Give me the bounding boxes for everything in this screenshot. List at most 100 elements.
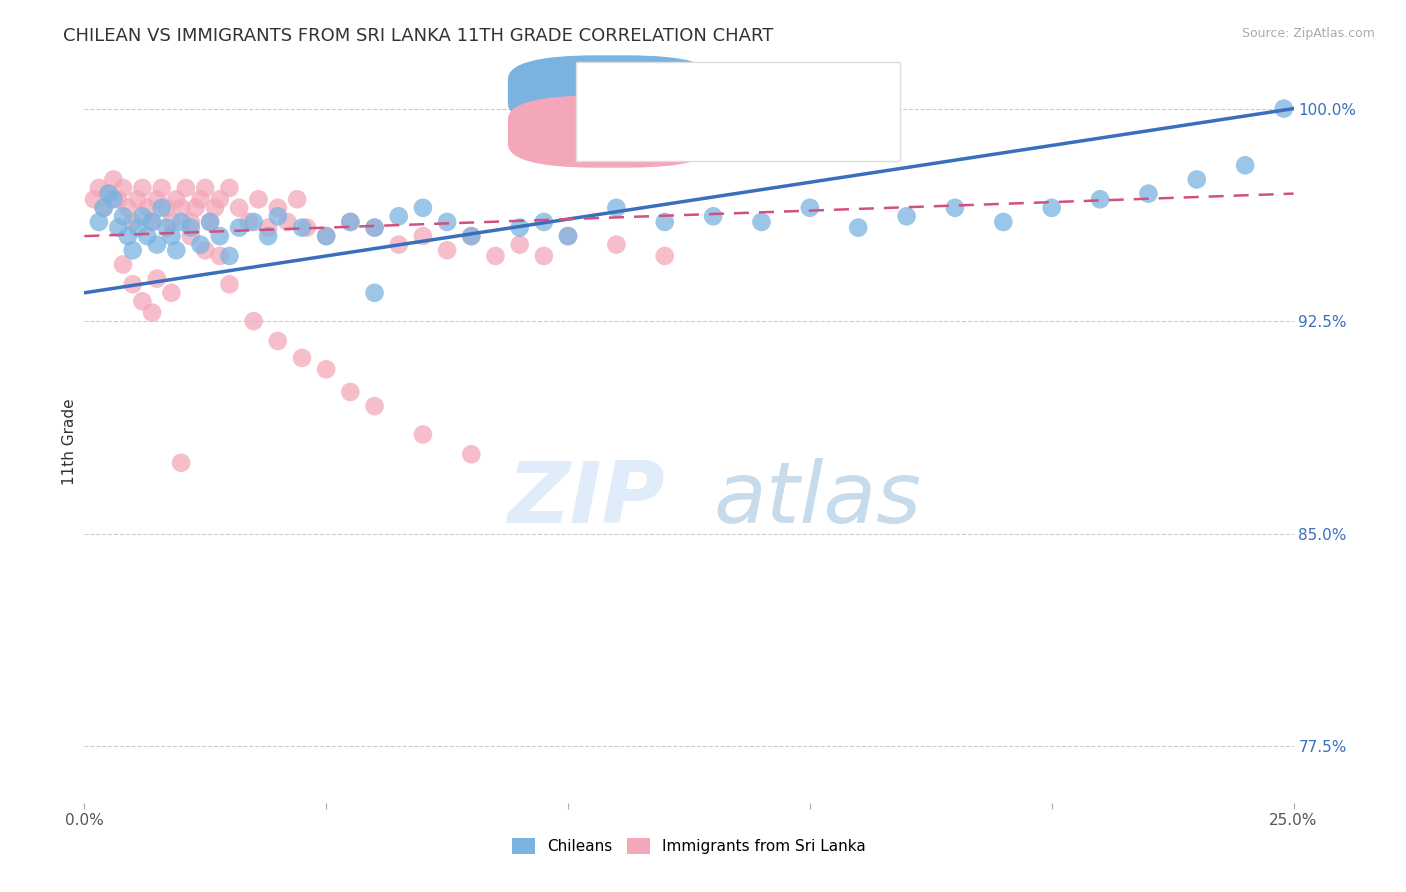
Point xyxy=(267,334,290,348)
Point xyxy=(190,237,212,252)
Point xyxy=(228,220,250,235)
Point xyxy=(165,244,187,258)
Point xyxy=(993,215,1015,229)
Point xyxy=(208,249,231,263)
Point xyxy=(484,249,506,263)
Point xyxy=(127,192,149,206)
Point xyxy=(218,277,240,292)
Point xyxy=(315,362,337,376)
Point xyxy=(103,172,125,186)
Point xyxy=(1040,201,1063,215)
Text: 0.329: 0.329 xyxy=(688,82,741,101)
Point xyxy=(605,237,627,252)
Point xyxy=(238,215,260,229)
Point xyxy=(218,181,240,195)
Point xyxy=(87,215,110,229)
Point xyxy=(846,220,869,235)
Point xyxy=(460,447,482,461)
Point xyxy=(291,220,314,235)
Point xyxy=(150,181,173,195)
Point xyxy=(194,181,217,195)
Point xyxy=(83,192,105,206)
Point xyxy=(103,192,125,206)
Point xyxy=(112,257,135,271)
Point xyxy=(150,201,173,215)
Point xyxy=(160,229,183,244)
Point xyxy=(121,244,143,258)
Point xyxy=(174,181,197,195)
Point xyxy=(799,201,821,215)
Point xyxy=(509,220,531,235)
Text: ZIP: ZIP xyxy=(508,458,665,541)
Text: CHILEAN VS IMMIGRANTS FROM SRI LANKA 11TH GRADE CORRELATION CHART: CHILEAN VS IMMIGRANTS FROM SRI LANKA 11T… xyxy=(63,27,773,45)
Point xyxy=(155,220,177,235)
Point xyxy=(194,244,217,258)
Point xyxy=(276,215,298,229)
Legend: Chileans, Immigrants from Sri Lanka: Chileans, Immigrants from Sri Lanka xyxy=(506,832,872,860)
Text: N =: N = xyxy=(762,82,799,101)
FancyBboxPatch shape xyxy=(508,95,714,168)
Point xyxy=(533,249,555,263)
Point xyxy=(160,215,183,229)
Point xyxy=(1137,186,1160,201)
Point xyxy=(388,209,411,223)
Point xyxy=(93,201,115,215)
Point xyxy=(93,201,115,215)
Point xyxy=(146,192,169,206)
Point xyxy=(388,237,411,252)
Point xyxy=(184,201,207,215)
Point xyxy=(436,244,458,258)
Point xyxy=(180,229,202,244)
Point xyxy=(107,220,129,235)
Point xyxy=(315,229,337,244)
Point xyxy=(412,229,434,244)
Point xyxy=(436,215,458,229)
Point xyxy=(460,229,482,244)
Text: 68: 68 xyxy=(813,122,835,141)
Point xyxy=(127,220,149,235)
Point xyxy=(146,271,169,285)
Point xyxy=(509,237,531,252)
Point xyxy=(218,249,240,263)
Point xyxy=(242,314,264,328)
Point xyxy=(170,215,193,229)
Point xyxy=(131,209,153,223)
Point xyxy=(267,201,290,215)
Point xyxy=(285,192,308,206)
Point xyxy=(131,181,153,195)
Point xyxy=(654,249,676,263)
Point xyxy=(121,215,143,229)
Point xyxy=(654,215,676,229)
Point xyxy=(141,215,163,229)
Point xyxy=(247,192,270,206)
Point xyxy=(1088,192,1111,206)
Point xyxy=(363,220,385,235)
Point xyxy=(208,229,231,244)
Point xyxy=(87,181,110,195)
Point xyxy=(363,285,385,300)
Point xyxy=(117,201,139,215)
Point xyxy=(257,220,280,235)
Point xyxy=(170,201,193,215)
Point xyxy=(107,192,129,206)
Point xyxy=(1272,102,1295,116)
Point xyxy=(1234,158,1257,172)
Text: 54: 54 xyxy=(813,82,835,101)
Point xyxy=(155,201,177,215)
Point xyxy=(339,215,361,229)
Point xyxy=(136,229,159,244)
Point xyxy=(165,192,187,206)
Text: R =: R = xyxy=(638,82,673,101)
Point xyxy=(198,215,221,229)
Point xyxy=(204,201,226,215)
Point xyxy=(460,229,482,244)
Point xyxy=(97,186,120,201)
Y-axis label: 11th Grade: 11th Grade xyxy=(62,398,77,485)
Point xyxy=(208,192,231,206)
Point xyxy=(136,201,159,215)
Point xyxy=(180,215,202,229)
Point xyxy=(412,427,434,442)
Point xyxy=(557,229,579,244)
Point xyxy=(112,181,135,195)
Text: N =: N = xyxy=(762,122,799,141)
